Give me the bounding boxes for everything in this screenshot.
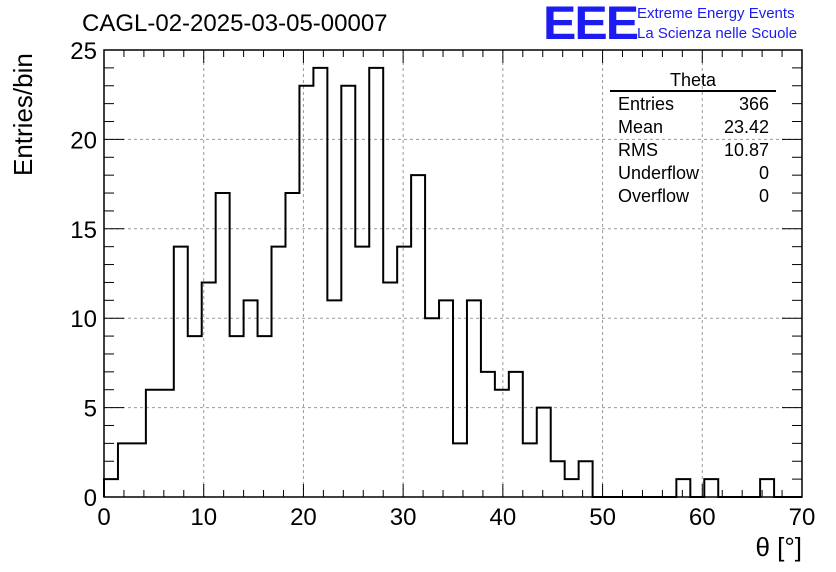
histogram-bin xyxy=(104,479,118,497)
histogram-bin xyxy=(467,300,481,497)
x-tick-label: 10 xyxy=(190,504,217,531)
histogram-bin xyxy=(244,300,258,497)
stats-row-underflow: Underflow 0 xyxy=(610,162,776,185)
histogram-bin xyxy=(579,461,593,497)
histogram-bin xyxy=(118,443,132,497)
stats-value: 0 xyxy=(758,186,769,206)
y-tick-label: 5 xyxy=(84,396,97,423)
histogram-bin xyxy=(272,247,286,497)
histogram-bin xyxy=(760,479,774,497)
stats-row-mean: Mean 23.42 xyxy=(610,116,776,139)
histogram-bin xyxy=(327,300,341,497)
y-axis-label: Entries/bin xyxy=(8,53,38,176)
histogram-bin xyxy=(495,390,509,497)
histogram-bin xyxy=(383,282,397,497)
histogram-bin xyxy=(216,193,230,497)
x-tick-label: 40 xyxy=(490,504,517,531)
y-tick-label: 25 xyxy=(70,38,97,65)
plot-frame xyxy=(103,49,803,498)
histogram-bin xyxy=(146,390,160,497)
stats-row-overflow: Overflow 0 xyxy=(610,185,776,208)
logo-line-1: Extreme Energy Events xyxy=(637,5,795,22)
histogram-bin xyxy=(341,86,355,497)
histogram-outline xyxy=(103,66,802,498)
histogram-bin xyxy=(425,318,439,497)
logo-line-2: La Scienza nelle Scuole xyxy=(637,25,798,42)
histogram-bin xyxy=(411,175,425,497)
histogram-bin xyxy=(230,336,244,497)
x-tick-label: 60 xyxy=(689,504,716,531)
x-tick-label: 70 xyxy=(789,504,816,531)
eee-logo: EEE xyxy=(543,0,639,50)
histogram-bin xyxy=(509,372,523,497)
histogram-bin xyxy=(704,479,718,497)
histogram-bin xyxy=(285,193,299,497)
chart-title: CAGL-02-2025-03-05-00007 xyxy=(82,10,388,37)
histogram-bin xyxy=(481,372,495,497)
histogram-bin xyxy=(537,408,551,497)
x-tick-label: 50 xyxy=(589,504,616,531)
y-tick-label: 10 xyxy=(70,306,97,333)
stats-label: Mean xyxy=(618,117,664,137)
histogram-bin xyxy=(565,479,579,497)
histogram-bin xyxy=(299,86,313,497)
stats-label: Underflow xyxy=(618,163,700,183)
histogram-bin xyxy=(369,68,383,497)
histogram-bin xyxy=(676,479,690,497)
histogram-bin xyxy=(202,282,216,497)
stats-label: Overflow xyxy=(618,186,690,206)
histogram-bin xyxy=(188,336,202,497)
x-tick-label: 0 xyxy=(97,504,110,531)
y-tick-label: 0 xyxy=(84,485,97,512)
x-tick-label: 20 xyxy=(290,504,317,531)
stats-value: 23.42 xyxy=(723,117,769,137)
y-tick-label: 15 xyxy=(70,217,97,244)
stats-row-rms: RMS 10.87 xyxy=(610,139,776,162)
stats-label: Entries xyxy=(618,94,675,114)
stats-value: 10.87 xyxy=(723,140,769,160)
histogram-bin xyxy=(174,247,188,497)
stats-value: 0 xyxy=(758,163,769,183)
histogram-bin xyxy=(397,247,411,497)
histogram-bin xyxy=(453,443,467,497)
histogram-bin xyxy=(523,443,537,497)
stats-box: Theta Entries 366 Mean 23.42 RMS 10.87 U… xyxy=(610,70,776,208)
stats-title: Theta xyxy=(610,70,776,92)
histogram-bin xyxy=(551,461,565,497)
stats-row-entries: Entries 366 xyxy=(610,93,776,116)
x-axis-label: θ [°] xyxy=(755,532,802,562)
histogram-bin xyxy=(313,68,327,497)
stats-label: RMS xyxy=(618,140,658,160)
histogram-bin xyxy=(355,247,369,497)
logo-text: Extreme Energy Events La Scienza nelle S… xyxy=(637,4,797,44)
x-tick-label: 30 xyxy=(390,504,417,531)
y-tick-label: 20 xyxy=(70,127,97,154)
histogram-bin xyxy=(160,390,174,497)
histogram-bin xyxy=(439,300,453,497)
stats-value: 366 xyxy=(738,94,769,114)
histogram-bin xyxy=(132,443,146,497)
histogram-bin xyxy=(258,336,272,497)
